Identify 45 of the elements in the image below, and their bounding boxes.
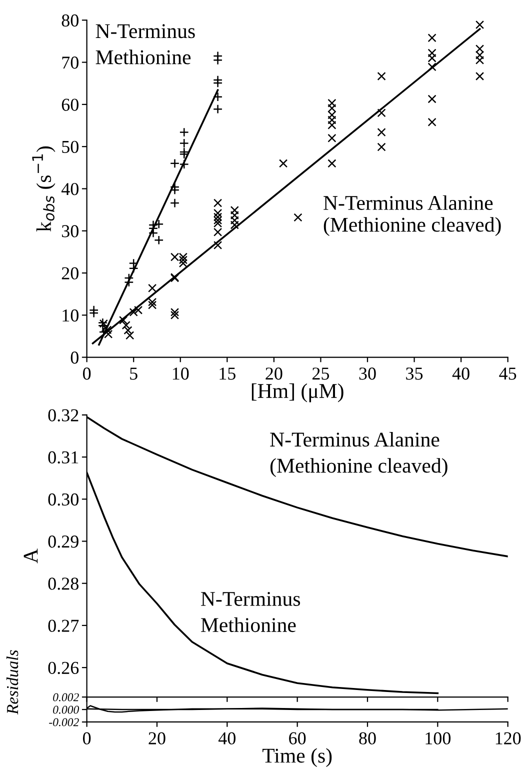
legend-label: N-Terminus Alanine (Methionine cleaved) bbox=[324, 195, 501, 236]
x-tick-label: 0 bbox=[82, 368, 91, 380]
y-tick-label: 40 bbox=[61, 182, 78, 196]
y-axis-title: A bbox=[24, 548, 38, 564]
y-tick-label: 0.002 bbox=[53, 693, 79, 702]
y-tick-label: 60 bbox=[62, 98, 78, 111]
y-tick-label: 70 bbox=[62, 56, 78, 69]
series-label: N-Terminus Alanine (Methionine cleaved) bbox=[270, 432, 448, 478]
x-tick-label: 40 bbox=[218, 732, 236, 744]
y-tick-label: 20 bbox=[62, 267, 78, 280]
x-tick-label: 35 bbox=[406, 368, 423, 380]
y-tick-label: -0.002 bbox=[49, 718, 79, 726]
y-tick-label: 0 bbox=[70, 352, 78, 364]
x-axis-title: Time (s) bbox=[262, 748, 332, 767]
y-tick-label: 0.32 bbox=[48, 409, 78, 422]
y-tick-label: 0.31 bbox=[48, 451, 78, 464]
y-axis-title: k$_{obs}$ (s$^{−1}$) bbox=[32, 146, 56, 232]
x-tick-label: 80 bbox=[359, 732, 376, 744]
x-axis-title: [Hm] (μM) bbox=[252, 383, 344, 402]
x-tick-label: 5 bbox=[130, 368, 138, 380]
y-tick-label: 0.000 bbox=[53, 706, 80, 714]
y-tick-label: 0.26 bbox=[48, 662, 79, 674]
y-tick-label: 0.29 bbox=[48, 536, 78, 548]
x-tick-label: 120 bbox=[496, 732, 521, 744]
x-tick-label: 20 bbox=[148, 732, 166, 744]
y-tick-label: 30 bbox=[62, 225, 78, 238]
x-tick-label: 25 bbox=[312, 368, 330, 380]
y-tick-label: 80 bbox=[62, 14, 78, 27]
x-tick-label: 20 bbox=[266, 368, 282, 380]
series-label: N-Terminus Methionine bbox=[201, 592, 300, 632]
x-tick-label: 15 bbox=[220, 368, 236, 380]
y-tick-label: 50 bbox=[62, 140, 78, 154]
y-tick-label: 0.27 bbox=[48, 620, 79, 632]
x-tick-label: 10 bbox=[172, 368, 189, 380]
x-tick-label: 100 bbox=[426, 732, 451, 744]
y-tick-label: 0.30 bbox=[48, 493, 78, 506]
x-tick-label: 45 bbox=[499, 368, 516, 380]
annotation: N-Terminus Methionine bbox=[96, 24, 195, 64]
y-tick-label: 10 bbox=[62, 309, 78, 322]
y-tick-label: 0.28 bbox=[48, 578, 78, 590]
x-tick-label: 60 bbox=[289, 732, 306, 744]
x-tick-label: 40 bbox=[452, 368, 470, 380]
x-tick-label: 30 bbox=[359, 368, 376, 380]
x-tick-label: 0 bbox=[82, 732, 91, 744]
y-axis-title: Residuals bbox=[6, 650, 18, 715]
